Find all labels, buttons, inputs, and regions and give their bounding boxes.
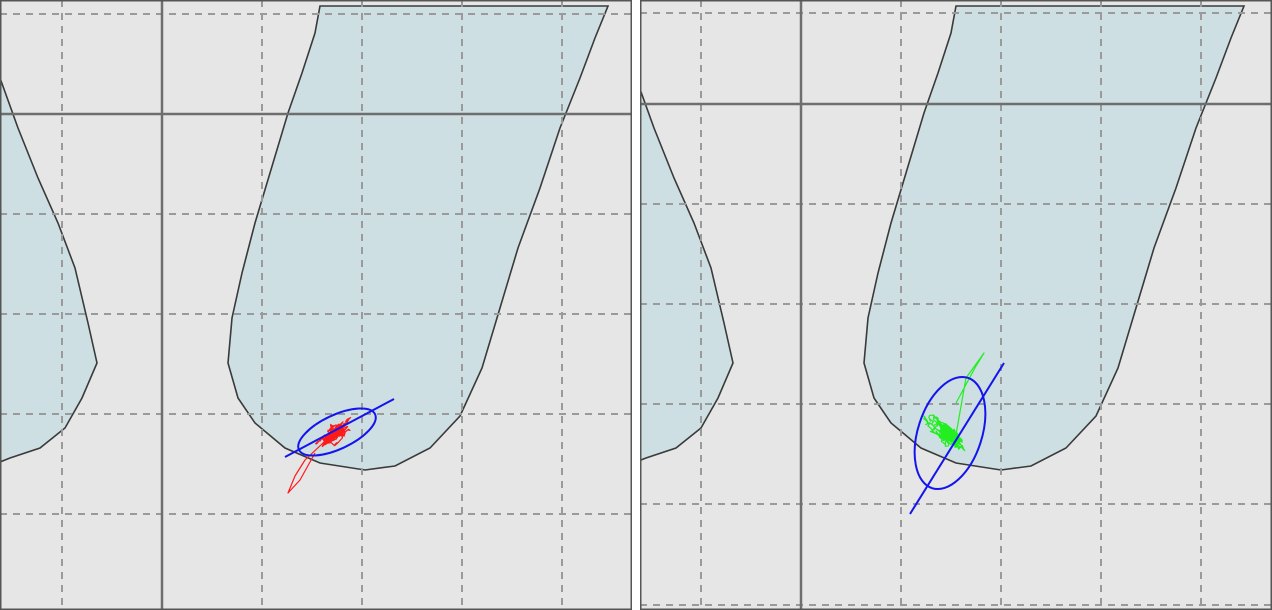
left-panel [0, 0, 632, 610]
left-foot-outline [640, 86, 734, 462]
principal-axis-line [909, 362, 1005, 515]
sway-trace [923, 352, 985, 452]
confidence-ellipse [913, 375, 987, 491]
panel-frame [0, 0, 632, 610]
panel-frame [640, 0, 1272, 610]
principal-axis-line [284, 398, 395, 458]
left-foot-outline [0, 77, 98, 463]
right-foot-outline [227, 5, 610, 471]
right-panel [640, 0, 1272, 610]
right-foot-outline [863, 5, 1246, 471]
